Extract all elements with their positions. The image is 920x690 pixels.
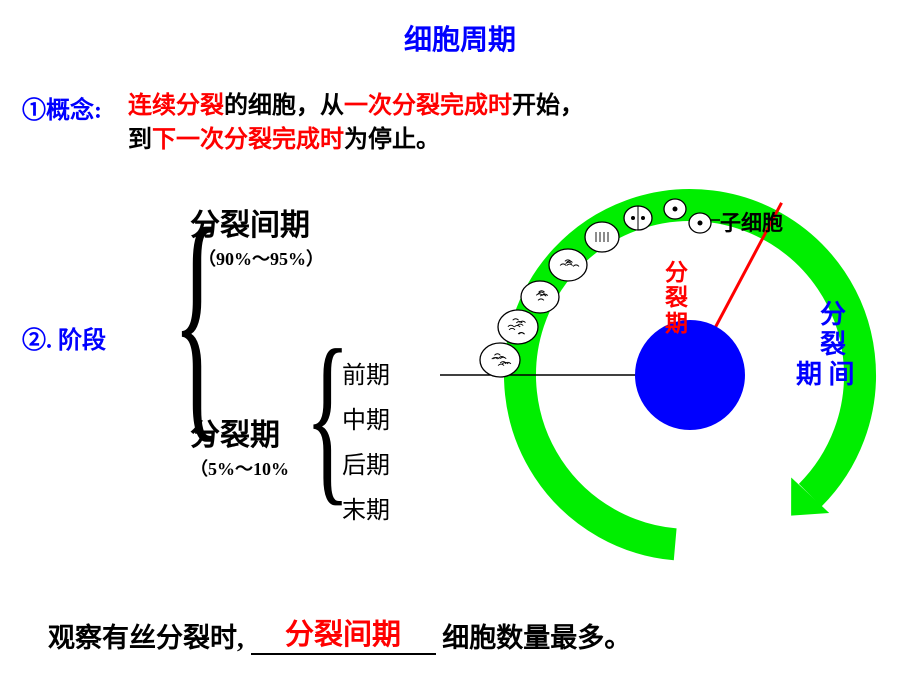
mphase-char-1: 分: [665, 260, 688, 285]
concept-label: ①概念:: [22, 90, 102, 125]
concept-l1p2: 的细胞，从: [224, 93, 344, 119]
concept-l1p1: 连续分裂: [128, 93, 224, 119]
stages-label: ②. 阶段: [22, 320, 106, 355]
mphase-title: 分裂期: [190, 410, 280, 454]
interphase-title: 分裂间期: [190, 200, 310, 244]
page-title: 细胞周期: [0, 18, 920, 58]
answer-text: 分裂间期: [285, 619, 401, 651]
concept-l1p4: 开始，: [512, 93, 584, 119]
mphase-char-2: 裂: [665, 285, 688, 310]
concept-l2p3: 为停止。: [344, 127, 440, 153]
subphase-1: 前期: [342, 355, 390, 390]
mphase-pct: （5%～10%: [190, 455, 289, 481]
subphase-4: 末期: [342, 490, 390, 525]
diagram-mphase-label: 分 裂 期: [665, 260, 688, 336]
concept-l2p1: 到: [128, 127, 152, 153]
inter-r3: 期 间: [796, 360, 855, 390]
subphase-3: 后期: [342, 445, 390, 480]
mphase-char-3: 期: [665, 311, 688, 336]
inter-r1: 分: [796, 300, 855, 330]
interphase-pct: （90%～95%）: [198, 245, 324, 271]
daughter-cell-label: 子细胞: [720, 207, 783, 237]
bottom-suffix: 细胞数量最多。: [442, 623, 631, 653]
cycle-diagram: 子细胞 分 裂 期 分 裂 期 间: [440, 175, 900, 575]
subphase-2: 中期: [342, 400, 390, 435]
answer-blank: 分裂间期: [251, 611, 436, 655]
concept-text: 连续分裂的细胞，从一次分裂完成时开始， 到下一次分裂完成时为停止。: [128, 90, 584, 157]
subphases-list: 前期 中期 后期 末期: [342, 345, 390, 535]
bottom-prefix: 观察有丝分裂时,: [48, 623, 244, 653]
observation-text: 观察有丝分裂时, 分裂间期 细胞数量最多。: [48, 614, 631, 658]
diagram-interphase-label: 分 裂 期 间: [796, 300, 855, 390]
concept-l1p3: 一次分裂完成时: [344, 93, 512, 119]
concept-l2p2: 下一次分裂完成时: [152, 127, 344, 153]
inter-r2: 裂: [796, 330, 855, 360]
